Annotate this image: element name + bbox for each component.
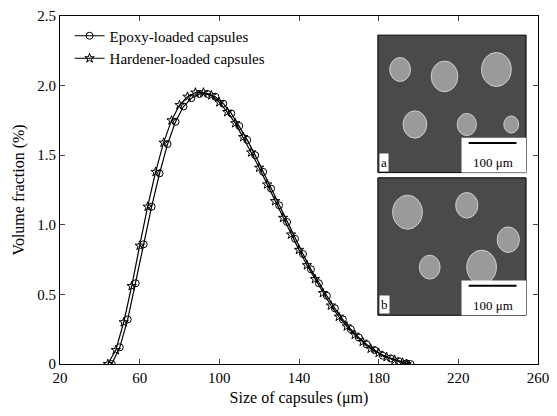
svg-text:Hardener-loaded capsules: Hardener-loaded capsules <box>110 51 265 67</box>
svg-text:2.0: 2.0 <box>37 78 56 94</box>
svg-text:Size of capsules (μm): Size of capsules (μm) <box>230 389 369 407</box>
svg-text:0: 0 <box>49 356 57 372</box>
svg-text:20: 20 <box>53 370 68 386</box>
svg-text:220: 220 <box>447 370 470 386</box>
svg-text:100 μm: 100 μm <box>473 298 513 313</box>
svg-text:140: 140 <box>288 370 311 386</box>
svg-text:260: 260 <box>527 370 550 386</box>
svg-text:b: b <box>381 297 388 312</box>
svg-text:a: a <box>381 155 387 170</box>
svg-text:2.5: 2.5 <box>37 8 56 24</box>
svg-text:Volume fraction (%): Volume fraction (%) <box>10 124 28 255</box>
svg-text:Epoxy-loaded capsules: Epoxy-loaded capsules <box>110 29 249 45</box>
svg-text:100 μm: 100 μm <box>473 155 513 170</box>
svg-text:100: 100 <box>208 370 231 386</box>
svg-text:0.5: 0.5 <box>37 287 56 303</box>
svg-text:1.5: 1.5 <box>37 147 56 163</box>
svg-text:60: 60 <box>132 370 147 386</box>
svg-text:1.0: 1.0 <box>37 217 56 233</box>
svg-text:180: 180 <box>367 370 390 386</box>
